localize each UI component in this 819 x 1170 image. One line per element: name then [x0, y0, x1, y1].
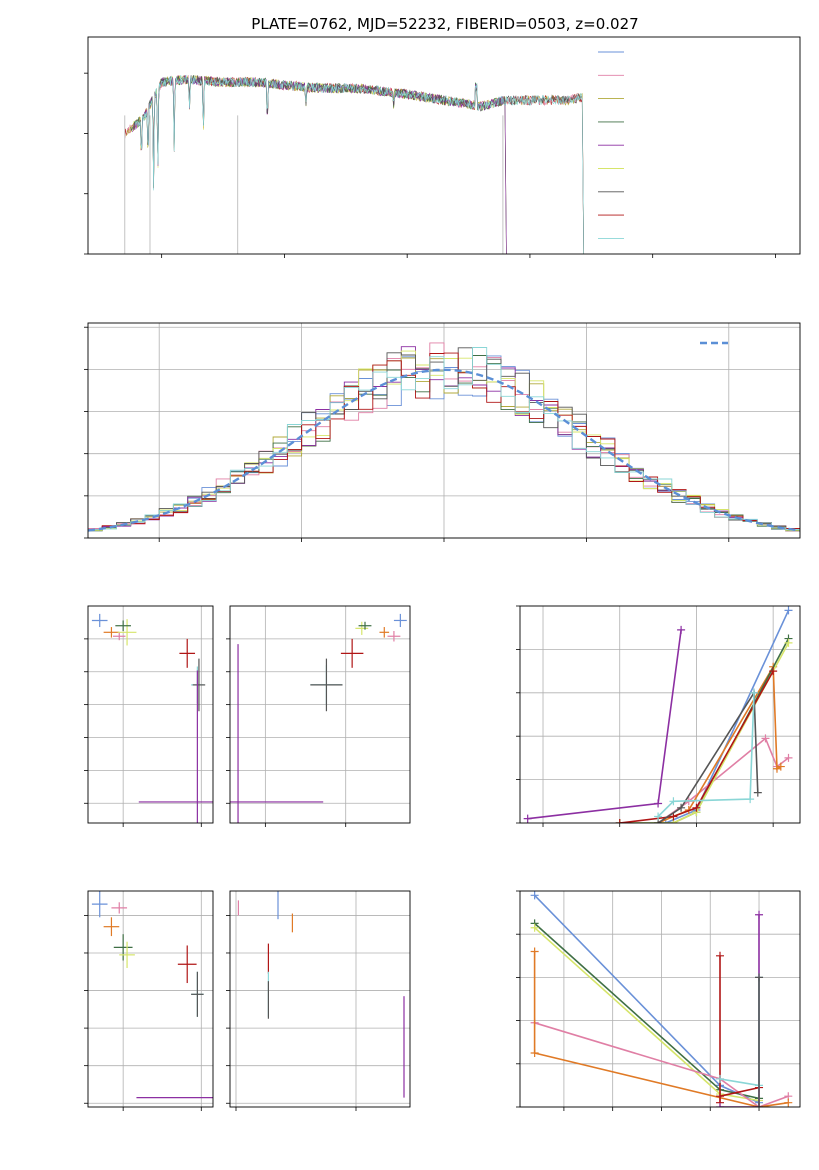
histogram-series — [88, 347, 800, 533]
age-vs-mass-panel — [226, 605, 411, 827]
series-line — [657, 692, 755, 818]
series-marker — [769, 667, 778, 676]
massweight-vs-age-panel — [516, 605, 801, 827]
lines — [523, 606, 793, 823]
series-marker — [776, 762, 785, 771]
spectrum-line — [126, 74, 584, 254]
series-marker — [530, 947, 539, 956]
errorbars — [91, 613, 213, 823]
gaussian-curve — [88, 368, 800, 532]
spectrum-lines — [124, 74, 584, 254]
errorbar-point — [230, 644, 324, 823]
series-marker — [755, 910, 764, 919]
series-line — [533, 951, 789, 1107]
errorbar-point — [387, 630, 401, 642]
errorbar-point — [310, 658, 343, 712]
series-marker — [784, 638, 793, 647]
errorbar-point — [113, 934, 133, 961]
series-marker — [523, 814, 532, 823]
errorbar-point — [115, 620, 131, 631]
errorbars — [237, 891, 405, 1098]
age-vs-metallicity-panel — [84, 605, 214, 827]
errorbar-point — [355, 621, 369, 635]
errorbar-point — [103, 627, 120, 638]
series-line — [619, 670, 774, 823]
errorbar-point — [91, 613, 108, 628]
series-line — [720, 914, 760, 1107]
series-marker — [530, 923, 539, 932]
series-line — [719, 977, 760, 1087]
series-marker — [716, 1103, 724, 1107]
axes-frame — [87, 36, 801, 255]
series-line — [619, 609, 790, 823]
errorbar-point — [91, 891, 108, 918]
series-marker — [615, 819, 624, 823]
axes-frame — [87, 322, 801, 539]
series-marker — [530, 1049, 539, 1057]
series-marker — [677, 803, 686, 812]
lines — [530, 891, 793, 1107]
series-line — [534, 1022, 789, 1107]
series-marker — [669, 797, 678, 806]
axes-frame — [229, 890, 411, 1108]
errorbar-point — [177, 945, 197, 984]
series-marker — [761, 734, 770, 743]
errorbar-point — [379, 627, 390, 638]
series-marker — [654, 799, 663, 808]
errorbar-point — [393, 613, 407, 628]
errorbar-point — [179, 638, 196, 668]
spectrum-line — [134, 74, 584, 254]
errorbar-point — [340, 638, 364, 668]
series-marker — [755, 973, 764, 982]
mass-vs-metallicity-panel — [84, 890, 214, 1111]
series-marker — [784, 1098, 793, 1107]
series-line — [657, 690, 759, 823]
series-marker — [784, 753, 793, 762]
series-marker — [716, 1092, 724, 1101]
axes-frame — [519, 605, 801, 824]
figure-title: PLATE=0762, MJD=52232, FIBERID=0503, z=0… — [251, 15, 638, 33]
errorbar-point — [192, 658, 206, 712]
series-marker — [753, 788, 762, 797]
series-line — [534, 894, 760, 1104]
errorbar-point — [358, 621, 372, 630]
histogram-steps — [88, 342, 800, 533]
errorbar-point — [111, 902, 128, 914]
errorbars — [230, 613, 407, 823]
spectrum-panel — [84, 36, 801, 258]
axes-frame — [87, 605, 214, 824]
series-marker — [716, 1074, 724, 1083]
axes-frame — [87, 890, 214, 1108]
mass-vs-ebv-panel — [226, 890, 411, 1111]
massweight-vs-metallicity-panel — [516, 890, 801, 1111]
axes-frame — [519, 890, 801, 1108]
errorbar-point — [191, 971, 204, 1017]
series-marker — [530, 891, 539, 900]
series-marker — [772, 764, 781, 773]
errorbars — [91, 891, 213, 1099]
errorbar-point — [117, 619, 137, 646]
series-line — [527, 629, 682, 820]
errorbar-point — [113, 632, 126, 641]
series-marker — [716, 951, 724, 960]
errorbar-point — [119, 941, 135, 969]
series-marker — [692, 803, 701, 812]
errorbar-point — [138, 670, 213, 823]
series-marker — [677, 625, 686, 634]
series-line — [719, 955, 760, 1103]
errorbar-point — [103, 917, 120, 937]
series-marker — [755, 1103, 764, 1107]
series-marker — [749, 688, 758, 697]
series-marker — [746, 795, 755, 804]
axes-frame — [229, 605, 411, 824]
series-marker — [784, 606, 793, 615]
series-marker — [654, 812, 663, 821]
residuals-panel — [84, 322, 801, 542]
series-line — [619, 642, 790, 823]
